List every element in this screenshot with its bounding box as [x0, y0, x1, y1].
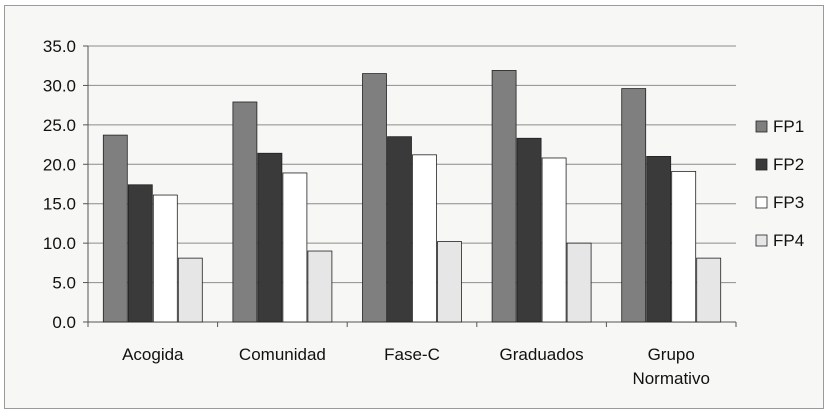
legend-label-fp2: FP2 — [773, 155, 804, 174]
bar-fp3-5 — [671, 170, 697, 323]
bar-fp1-3 — [362, 73, 387, 323]
bar-fp4-5 — [696, 257, 722, 323]
bar-fp1-5 — [621, 88, 647, 323]
bar-fp4-2 — [307, 250, 333, 323]
bar-fp3-4 — [541, 157, 567, 323]
legend-swatch-fp4 — [755, 234, 768, 247]
y-tick-label: 25.0 — [43, 116, 76, 135]
category-label: Comunidad — [239, 345, 326, 364]
category-label: Normativo — [632, 369, 709, 388]
bar-fp3-2 — [282, 172, 308, 323]
legend: FP1 FP2 FP3 FP4 — [755, 117, 804, 250]
bar-fp1-2 — [232, 101, 258, 323]
y-tick-label: 35.0 — [43, 37, 76, 56]
category-label: Fase-C — [384, 345, 440, 364]
bar-fp4-1 — [177, 257, 203, 323]
bar-fp1-4 — [491, 70, 517, 323]
bar-fp1-1 — [102, 134, 128, 323]
legend-swatch-fp3 — [755, 196, 768, 209]
category-label: Graduados — [500, 345, 584, 364]
bar-fp2-3 — [387, 136, 412, 323]
legend-label-fp1: FP1 — [773, 117, 804, 136]
legend-label-fp3: FP3 — [773, 193, 804, 212]
bar-fp2-4 — [516, 137, 542, 323]
y-tick-label: 20.0 — [43, 155, 76, 174]
legend-label-fp4: FP4 — [773, 231, 804, 250]
bar-fp2-2 — [257, 152, 283, 323]
y-tick-label: 0.0 — [52, 313, 76, 332]
bars — [102, 70, 722, 323]
y-tick-label: 30.0 — [43, 76, 76, 95]
x-axis-categories: Acogida Comunidad Fase-C Graduados Grupo Norm… — [122, 345, 710, 388]
y-tick-label: 10.0 — [43, 234, 76, 253]
bar-fp3-3 — [412, 154, 437, 323]
legend-swatch-fp1 — [755, 120, 768, 133]
bar-fp4-3 — [437, 241, 462, 323]
category-label: Grupo — [648, 345, 695, 364]
legend-swatch-fp2 — [755, 158, 768, 171]
bar-fp4-4 — [566, 242, 592, 323]
y-tick-label: 15.0 — [43, 195, 76, 214]
bar-fp3-1 — [152, 194, 178, 323]
category-label: Acogida — [122, 345, 184, 364]
y-tick-label: 5.0 — [52, 274, 76, 293]
bar-fp2-1 — [127, 184, 153, 323]
y-axis-ticks: 0.0 5.0 10.0 15.0 20.0 25.0 30.0 35.0 — [43, 37, 76, 332]
bar-fp2-5 — [646, 155, 672, 323]
